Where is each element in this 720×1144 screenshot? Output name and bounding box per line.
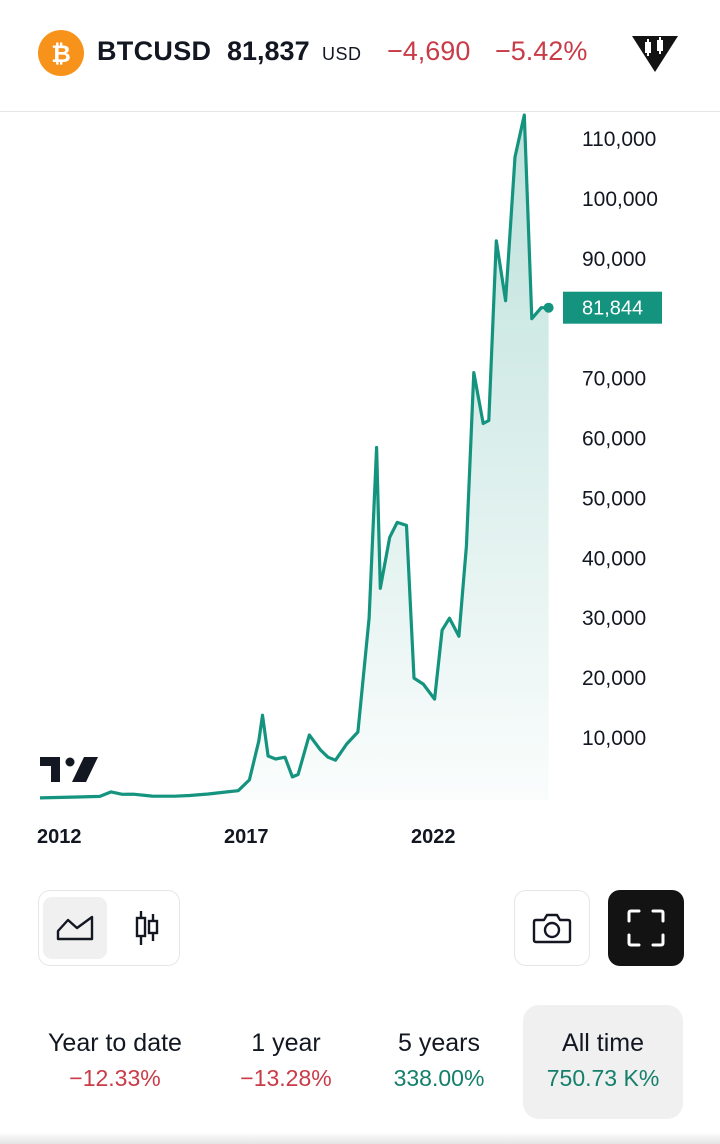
period-5-years[interactable]: 5 years 338.00% <box>366 1005 512 1119</box>
y-tick-label: 30,000 <box>582 607 646 630</box>
tradingview-logo-icon <box>40 757 98 782</box>
price-axis: 10,000 20,000 30,000 40,000 50,000 60,000 70,0… <box>582 128 658 750</box>
y-tick-label: 40,000 <box>582 547 646 570</box>
period-label: Year to date <box>48 1029 182 1057</box>
price-change: −4,690 <box>387 36 471 66</box>
time-axis: 2012 2017 2022 <box>37 826 456 848</box>
period-label: 5 years <box>398 1029 480 1057</box>
period-label: All time <box>562 1029 644 1057</box>
y-tick-label: 110,000 <box>582 128 656 151</box>
x-tick-label: 2022 <box>411 826 456 848</box>
price-line <box>39 113 549 800</box>
y-tick-label: 50,000 <box>582 487 646 510</box>
candlestick-diamond-icon[interactable] <box>628 28 682 76</box>
symbol-name[interactable]: BTCUSD <box>97 36 212 66</box>
bitcoin-icon: ₿ <box>38 30 84 76</box>
period-value: −12.33% <box>69 1065 161 1091</box>
y-tick-label: 90,000 <box>582 248 646 271</box>
fullscreen-button[interactable] <box>608 890 684 966</box>
last-price: 81,837 <box>227 36 310 66</box>
y-tick-label: 20,000 <box>582 667 646 690</box>
period-value: −13.28% <box>240 1065 332 1091</box>
period-1-year[interactable]: 1 year −13.28% <box>206 1005 366 1119</box>
snapshot-button[interactable] <box>514 890 590 966</box>
last-price-tag-label: 81,844 <box>582 298 643 320</box>
period-value: 338.00% <box>393 1065 485 1091</box>
price-area-fill <box>40 115 549 800</box>
y-tick-label: 100,000 <box>582 188 658 211</box>
period-all-time[interactable]: All time 750.73 K% <box>523 1005 683 1119</box>
period-label: 1 year <box>251 1029 321 1057</box>
price-change-percent: −5.42% <box>495 36 588 66</box>
fullscreen-icon <box>627 909 665 947</box>
currency-label: USD <box>322 44 362 64</box>
x-tick-label: 2012 <box>37 826 82 848</box>
period-year-to-date[interactable]: Year to date −12.33% <box>30 1005 200 1119</box>
y-tick-label: 60,000 <box>582 428 646 451</box>
camera-icon <box>532 913 572 944</box>
y-tick-label: 10,000 <box>582 727 646 750</box>
bottom-edge <box>0 1132 720 1144</box>
price-chart[interactable]: 10,000 20,000 30,000 40,000 50,000 60,000 70,0… <box>0 112 720 852</box>
period-value: 750.73 K% <box>546 1065 660 1091</box>
area-chart-button[interactable] <box>43 897 107 959</box>
y-tick-label: 70,000 <box>582 368 646 391</box>
candlestick-chart-button[interactable] <box>115 897 179 959</box>
x-tick-label: 2017 <box>224 826 269 848</box>
svg-text:₿: ₿ <box>51 40 71 68</box>
area-chart-icon <box>56 915 94 941</box>
candlestick-icon <box>135 911 159 945</box>
last-price-marker <box>543 302 554 313</box>
symbol-header: ₿ BTCUSD 81,837 USD −4,690 −5.42% <box>0 0 720 112</box>
last-price-tag <box>563 291 662 324</box>
chart-type-switch <box>38 890 180 966</box>
